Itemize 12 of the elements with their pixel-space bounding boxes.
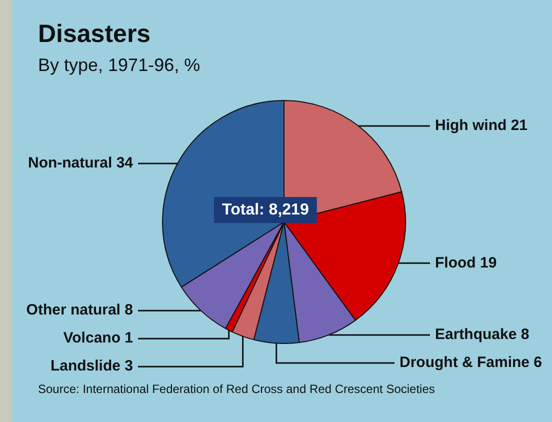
text: Total: 8,219 — [222, 201, 309, 218]
slice-label: Flood 19 — [435, 254, 497, 272]
slice-label: Non-natural 34 — [28, 154, 134, 172]
slice-label: Drought & Famine 6 — [399, 354, 542, 372]
slice-label: Volcano 1 — [63, 330, 133, 347]
slice-label: High wind 21 — [435, 117, 528, 134]
slice-label: Landslide 3 — [50, 358, 133, 375]
slice-label: Earthquake 8 — [435, 326, 530, 344]
chart-title: Disasters — [38, 20, 151, 49]
source-note: Source: International Federation of Red Cross and Red Crescent Societies — [38, 382, 436, 396]
slice-label: Other natural 8 — [26, 302, 133, 319]
chart-subtitle: By type, 1971-96, % — [38, 55, 200, 76]
